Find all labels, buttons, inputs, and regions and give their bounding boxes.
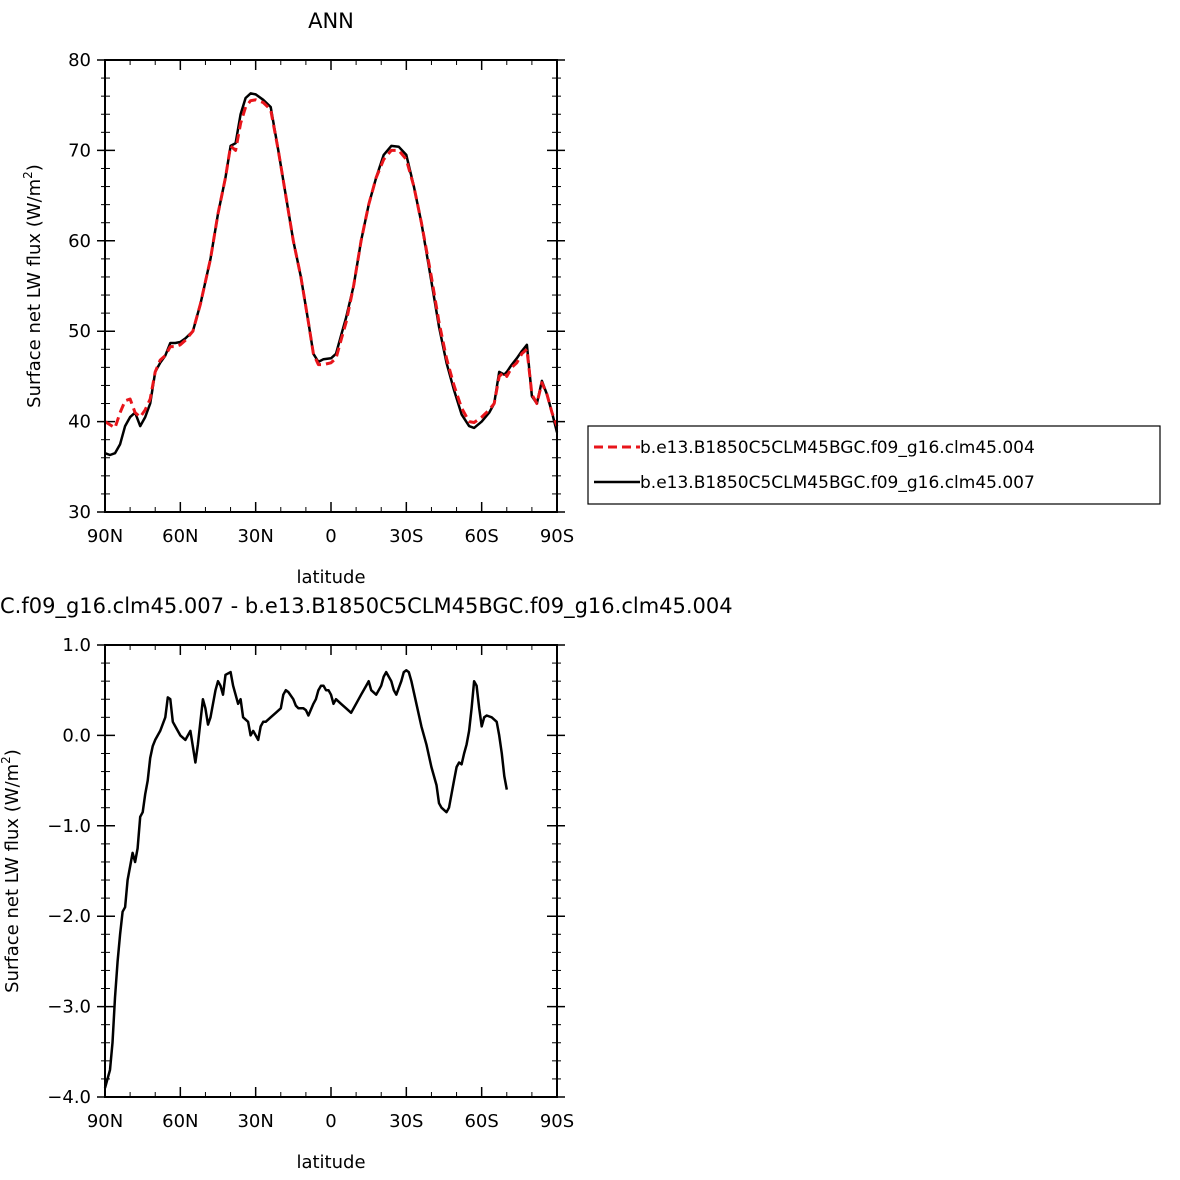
x-tick-label: 60N (162, 526, 198, 547)
y-tick-label: −4.0 (47, 1087, 91, 1108)
x-tick-label: 30N (237, 526, 273, 547)
bottom-chart-series (103, 669, 509, 1089)
bottom-chart-xlabel: latitude (296, 1152, 365, 1173)
legend-label-007: b.e13.B1850C5CLM45BGC.f09_g16.clm45.007 (640, 473, 1035, 493)
y-tick-label: 70 (68, 140, 91, 161)
x-tick-label: 90N (87, 526, 123, 547)
legend-label-004: b.e13.B1850C5CLM45BGC.f09_g16.clm45.004 (640, 438, 1035, 458)
y-tick-label: 60 (68, 231, 91, 252)
x-tick-label: 90N (87, 1111, 123, 1132)
y-tick-label: 1.0 (62, 635, 91, 656)
top-chart-ylabel-main: Surface net LW flux (W/m (24, 179, 45, 408)
x-tick-label: 90S (540, 526, 574, 547)
top-chart-series (104, 92, 559, 457)
x-tick-label: 30N (237, 1111, 273, 1132)
top-chart-ylabel: Surface net LW flux (W/m2) (21, 164, 45, 408)
y-tick-label: 80 (68, 50, 91, 71)
y-tick-label: 0.0 (62, 725, 91, 746)
series-line-1 (104, 92, 559, 457)
y-tick-label: 40 (68, 412, 91, 433)
top-chart-legend: b.e13.B1850C5CLM45BGC.f09_g16.clm45.004 … (587, 425, 1161, 505)
top-chart-ylabel-sup: 2 (21, 171, 35, 179)
bottom-chart-ylabel-main: Surface net LW flux (W/m (2, 764, 23, 993)
x-tick-label: 30S (389, 1111, 423, 1132)
x-tick-label: 60S (464, 526, 498, 547)
bottom-chart: C.f09_g16.clm45.007 - b.e13.B1850C5CLM45… (0, 594, 733, 1173)
x-tick-label: 60N (162, 1111, 198, 1132)
bottom-chart-ylabel-sup: 2 (0, 756, 13, 764)
y-tick-label: −3.0 (47, 997, 91, 1018)
x-tick-label: 0 (325, 526, 336, 547)
series-line-0 (103, 669, 509, 1089)
x-tick-label: 60S (464, 1111, 498, 1132)
top-chart: ANN 90N 60N 30N 0 30S 60S 90S 30 40 50 60 70 80 lati… (21, 9, 1161, 588)
top-chart-title: ANN (308, 9, 354, 33)
y-tick-label: 30 (68, 502, 91, 523)
bottom-chart-ylabel: Surface net LW flux (W/m2) (0, 749, 23, 993)
bottom-chart-frame (104, 644, 558, 1098)
top-chart-ylabel-close: ) (24, 164, 45, 171)
top-chart-xlabel: latitude (296, 567, 365, 588)
x-tick-label: 90S (540, 1111, 574, 1132)
x-tick-label: 0 (325, 1111, 336, 1132)
bottom-chart-title: C.f09_g16.clm45.007 - b.e13.B1850C5CLM45… (0, 594, 733, 619)
y-tick-label: −2.0 (47, 906, 91, 927)
top-chart-frame (104, 59, 558, 513)
bottom-chart-ylabel-close: ) (2, 749, 23, 756)
x-tick-label: 30S (389, 526, 423, 547)
top-chart-axes: 90N 60N 30N 0 30S 60S 90S 30 40 50 60 70 80 (68, 50, 574, 547)
y-tick-label: −1.0 (47, 816, 91, 837)
legend-box (587, 425, 1161, 505)
y-tick-label: 50 (68, 321, 91, 342)
series-line-0 (104, 98, 559, 430)
